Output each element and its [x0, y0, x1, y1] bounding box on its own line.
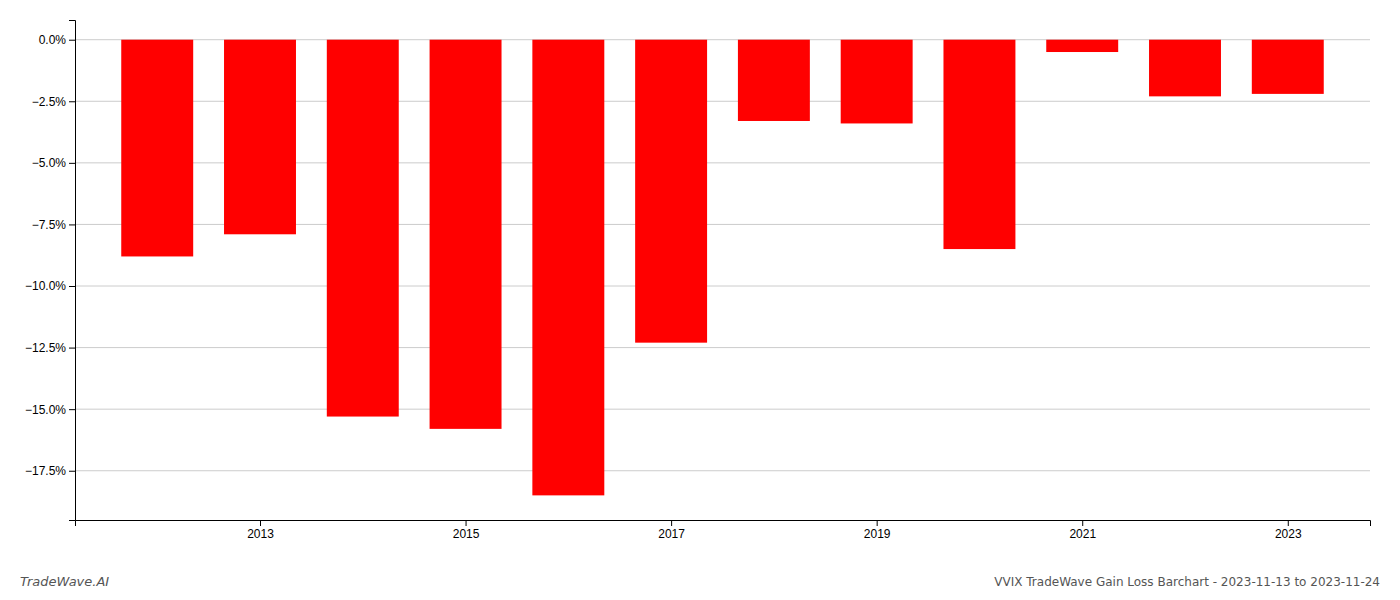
y-tick: −2.5% — [32, 95, 75, 109]
y-axis-line — [69, 21, 76, 521]
y-tick-label: −10.0% — [25, 279, 66, 293]
x-tick-mark — [671, 520, 672, 526]
x-tick-label: 2017 — [658, 527, 685, 541]
bar — [532, 40, 604, 496]
bar — [1046, 40, 1118, 52]
x-tick: 2019 — [864, 520, 891, 541]
footnote: TradeWave.AI — [20, 574, 109, 589]
y-tick-label: −2.5% — [32, 95, 67, 109]
y-tick-label: −17.5% — [25, 464, 66, 478]
x-tick-mark — [260, 520, 261, 526]
x-tick-label: 2015 — [453, 527, 480, 541]
y-tick-label: −12.5% — [25, 341, 66, 355]
y-axis: 0.0% −2.5% −5.0% −7.5% −10.0% −12.5% −15.0% −17… — [25, 21, 76, 521]
x-tick: 2023 — [1275, 520, 1302, 541]
bar — [1149, 40, 1221, 97]
x-axis: 2013 2015 2017 2019 2021 2023 — [76, 520, 1371, 541]
y-tick-label: 0.0% — [39, 33, 67, 47]
y-tick: −17.5% — [25, 464, 75, 478]
x-tick-mark — [877, 520, 878, 526]
x-tick-label: 2019 — [864, 527, 891, 541]
y-tick-mark — [69, 286, 75, 287]
bar — [430, 40, 502, 429]
y-tick-label: −15.0% — [25, 403, 66, 417]
grid-line — [75, 470, 1370, 471]
bar — [841, 40, 913, 124]
x-tick-mark — [1288, 520, 1289, 526]
bar — [635, 40, 707, 343]
plot: 0.0% −2.5% −5.0% −7.5% −10.0% −12.5% −15.0% −17… — [25, 21, 1371, 541]
bar — [327, 40, 399, 417]
y-tick: −15.0% — [25, 403, 75, 417]
y-tick-mark — [69, 163, 75, 164]
x-tick: 2013 — [247, 520, 274, 541]
x-tick-mark — [1082, 520, 1083, 526]
grid-line — [75, 347, 1370, 348]
bars — [121, 40, 1324, 496]
y-tick-label: −7.5% — [32, 218, 67, 232]
bar — [1252, 40, 1324, 94]
bar — [943, 40, 1015, 249]
x-axis-line — [76, 521, 1371, 527]
y-tick-mark — [69, 40, 75, 41]
bar — [121, 40, 193, 257]
x-tick: 2021 — [1069, 520, 1096, 541]
x-tick-label: 2023 — [1275, 527, 1302, 541]
y-tick-mark — [69, 348, 75, 349]
bar — [224, 40, 296, 235]
y-tick: 0.0% — [39, 33, 75, 47]
y-tick-label: −5.0% — [32, 156, 67, 170]
y-tick: −10.0% — [25, 279, 75, 293]
title: VVIX TradeWave Gain Loss Barchart - 2023… — [994, 575, 1380, 589]
y-tick-mark — [69, 101, 75, 102]
y-tick: −12.5% — [25, 341, 75, 355]
y-tick-mark — [69, 471, 75, 472]
y-tick-mark — [69, 409, 75, 410]
x-tick-label: 2021 — [1069, 527, 1096, 541]
x-tick: 2017 — [658, 520, 685, 541]
grid-line — [75, 286, 1370, 287]
y-tick-mark — [69, 224, 75, 225]
y-tick: −7.5% — [32, 218, 75, 232]
x-tick-label: 2013 — [247, 527, 274, 541]
grid-line — [75, 409, 1370, 410]
bar — [738, 40, 810, 121]
x-tick: 2015 — [453, 520, 480, 541]
grid — [75, 40, 1370, 471]
chart: 0.0% −2.5% −5.0% −7.5% −10.0% −12.5% −15.0% −17… — [0, 0, 1400, 600]
x-tick-mark — [466, 520, 467, 526]
y-tick: −5.0% — [32, 156, 75, 170]
